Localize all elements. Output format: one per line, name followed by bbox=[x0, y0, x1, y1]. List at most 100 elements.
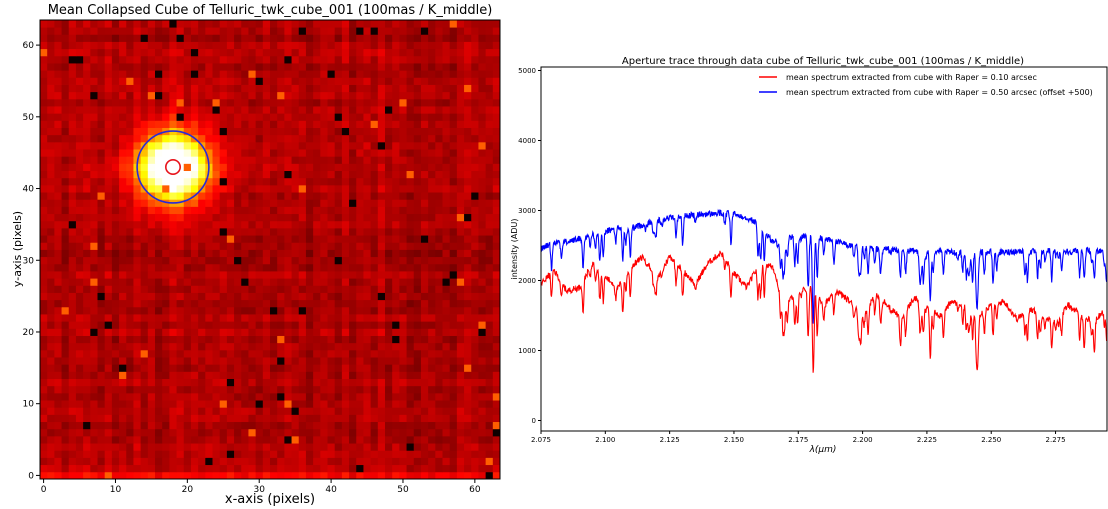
heatmap-cell bbox=[90, 349, 98, 358]
heatmap-cell bbox=[47, 464, 55, 473]
heatmap-cell bbox=[399, 220, 407, 229]
heatmap-cell bbox=[133, 235, 142, 243]
heatmap-cell bbox=[377, 464, 386, 473]
heatmap-cell bbox=[478, 471, 487, 480]
heatmap-cell bbox=[284, 400, 292, 408]
heatmap-cell bbox=[270, 435, 278, 444]
heatmap-cell bbox=[234, 206, 242, 215]
heatmap-cell bbox=[147, 428, 156, 437]
heatmap-cell bbox=[442, 113, 451, 121]
heatmap-cell bbox=[75, 349, 84, 358]
heatmap-cell bbox=[234, 156, 242, 164]
heatmap-cell bbox=[363, 407, 372, 415]
heatmap-cell bbox=[270, 227, 278, 236]
heatmap-cell bbox=[241, 120, 249, 128]
heatmap-cell bbox=[464, 70, 472, 78]
heatmap-cell bbox=[68, 55, 77, 64]
heatmap-cell bbox=[313, 364, 321, 372]
heatmap-cell bbox=[212, 235, 221, 243]
heatmap-cell bbox=[133, 84, 142, 93]
heatmap-cell bbox=[83, 450, 91, 458]
heatmap-cell bbox=[190, 328, 199, 336]
heatmap-cell bbox=[83, 41, 91, 50]
heatmap-cell bbox=[183, 163, 192, 172]
heatmap-cell bbox=[270, 199, 278, 207]
heatmap-cell bbox=[190, 371, 199, 379]
heatmap-cell bbox=[392, 378, 400, 387]
heatmap-cell bbox=[341, 98, 350, 107]
heatmap-cell bbox=[219, 242, 228, 250]
heatmap-cell bbox=[176, 292, 185, 301]
heatmap-cell bbox=[190, 364, 199, 372]
heatmap-cell bbox=[119, 342, 127, 351]
heatmap-cell bbox=[377, 342, 386, 351]
heatmap-cell bbox=[327, 335, 336, 344]
heatmap-cell bbox=[298, 113, 307, 121]
heatmap-cell bbox=[320, 378, 328, 387]
heatmap-cell bbox=[140, 120, 149, 128]
heatmap-cell bbox=[133, 120, 142, 128]
heatmap-cell bbox=[277, 471, 285, 480]
heatmap-cell bbox=[399, 450, 407, 458]
heatmap-cell bbox=[104, 443, 113, 451]
heatmap-cell bbox=[54, 227, 62, 236]
heatmap-cell bbox=[169, 335, 177, 344]
heatmap-cell bbox=[420, 335, 429, 344]
heatmap-y-tick-label: 40 bbox=[23, 185, 35, 195]
heatmap-cell bbox=[119, 292, 127, 301]
heatmap-cell bbox=[334, 464, 343, 473]
heatmap-cell bbox=[234, 263, 242, 272]
heatmap-cell bbox=[413, 378, 422, 387]
spectrum-x-tick-label: 2.225 bbox=[917, 436, 937, 444]
heatmap-cell bbox=[356, 428, 364, 437]
heatmap-cell bbox=[313, 328, 321, 336]
heatmap-cell bbox=[327, 41, 336, 50]
heatmap-cell bbox=[456, 149, 465, 157]
heatmap-cell bbox=[435, 443, 443, 451]
heatmap-cell bbox=[147, 256, 156, 265]
heatmap-cell bbox=[262, 63, 271, 71]
heatmap-cell bbox=[341, 306, 350, 315]
heatmap-cell bbox=[370, 84, 379, 93]
heatmap-cell bbox=[104, 292, 113, 301]
heatmap-cell bbox=[47, 149, 55, 157]
heatmap-cell bbox=[420, 55, 429, 64]
heatmap-cell bbox=[334, 170, 343, 179]
heatmap-cell bbox=[198, 34, 206, 42]
heatmap-cell bbox=[61, 357, 70, 365]
heatmap-cell bbox=[104, 213, 113, 222]
heatmap-cell bbox=[478, 77, 487, 85]
heatmap-cell bbox=[176, 385, 185, 394]
heatmap-cell bbox=[68, 428, 77, 437]
heatmap-cell bbox=[334, 306, 343, 315]
heatmap-cell bbox=[255, 292, 264, 301]
heatmap-cell bbox=[90, 70, 98, 78]
heatmap-cell bbox=[291, 141, 300, 150]
heatmap-cell bbox=[198, 70, 206, 78]
heatmap-cell bbox=[155, 134, 163, 143]
heatmap-cell bbox=[270, 27, 278, 35]
heatmap-cell bbox=[291, 278, 300, 286]
heatmap-cell bbox=[392, 184, 400, 193]
heatmap-cell bbox=[334, 392, 343, 401]
heatmap-cell bbox=[140, 335, 149, 344]
heatmap-cell bbox=[449, 120, 458, 128]
heatmap-cell bbox=[327, 328, 336, 336]
heatmap-cell bbox=[413, 314, 422, 322]
heatmap-cell bbox=[205, 357, 213, 365]
heatmap-cell bbox=[277, 299, 285, 308]
heatmap-cell bbox=[54, 235, 62, 243]
heatmap-cell bbox=[377, 63, 386, 71]
heatmap-cell bbox=[456, 134, 465, 143]
heatmap-cell bbox=[126, 156, 134, 164]
heatmap-cell bbox=[349, 170, 357, 179]
heatmap-cell bbox=[90, 263, 98, 272]
heatmap-cell bbox=[61, 106, 70, 114]
heatmap-cell bbox=[169, 55, 177, 64]
heatmap-cell bbox=[313, 192, 321, 200]
heatmap-cell bbox=[104, 378, 113, 387]
heatmap-cell bbox=[198, 220, 206, 229]
heatmap-cell bbox=[111, 471, 120, 480]
heatmap-cell bbox=[406, 170, 415, 179]
heatmap-cell bbox=[234, 48, 242, 57]
